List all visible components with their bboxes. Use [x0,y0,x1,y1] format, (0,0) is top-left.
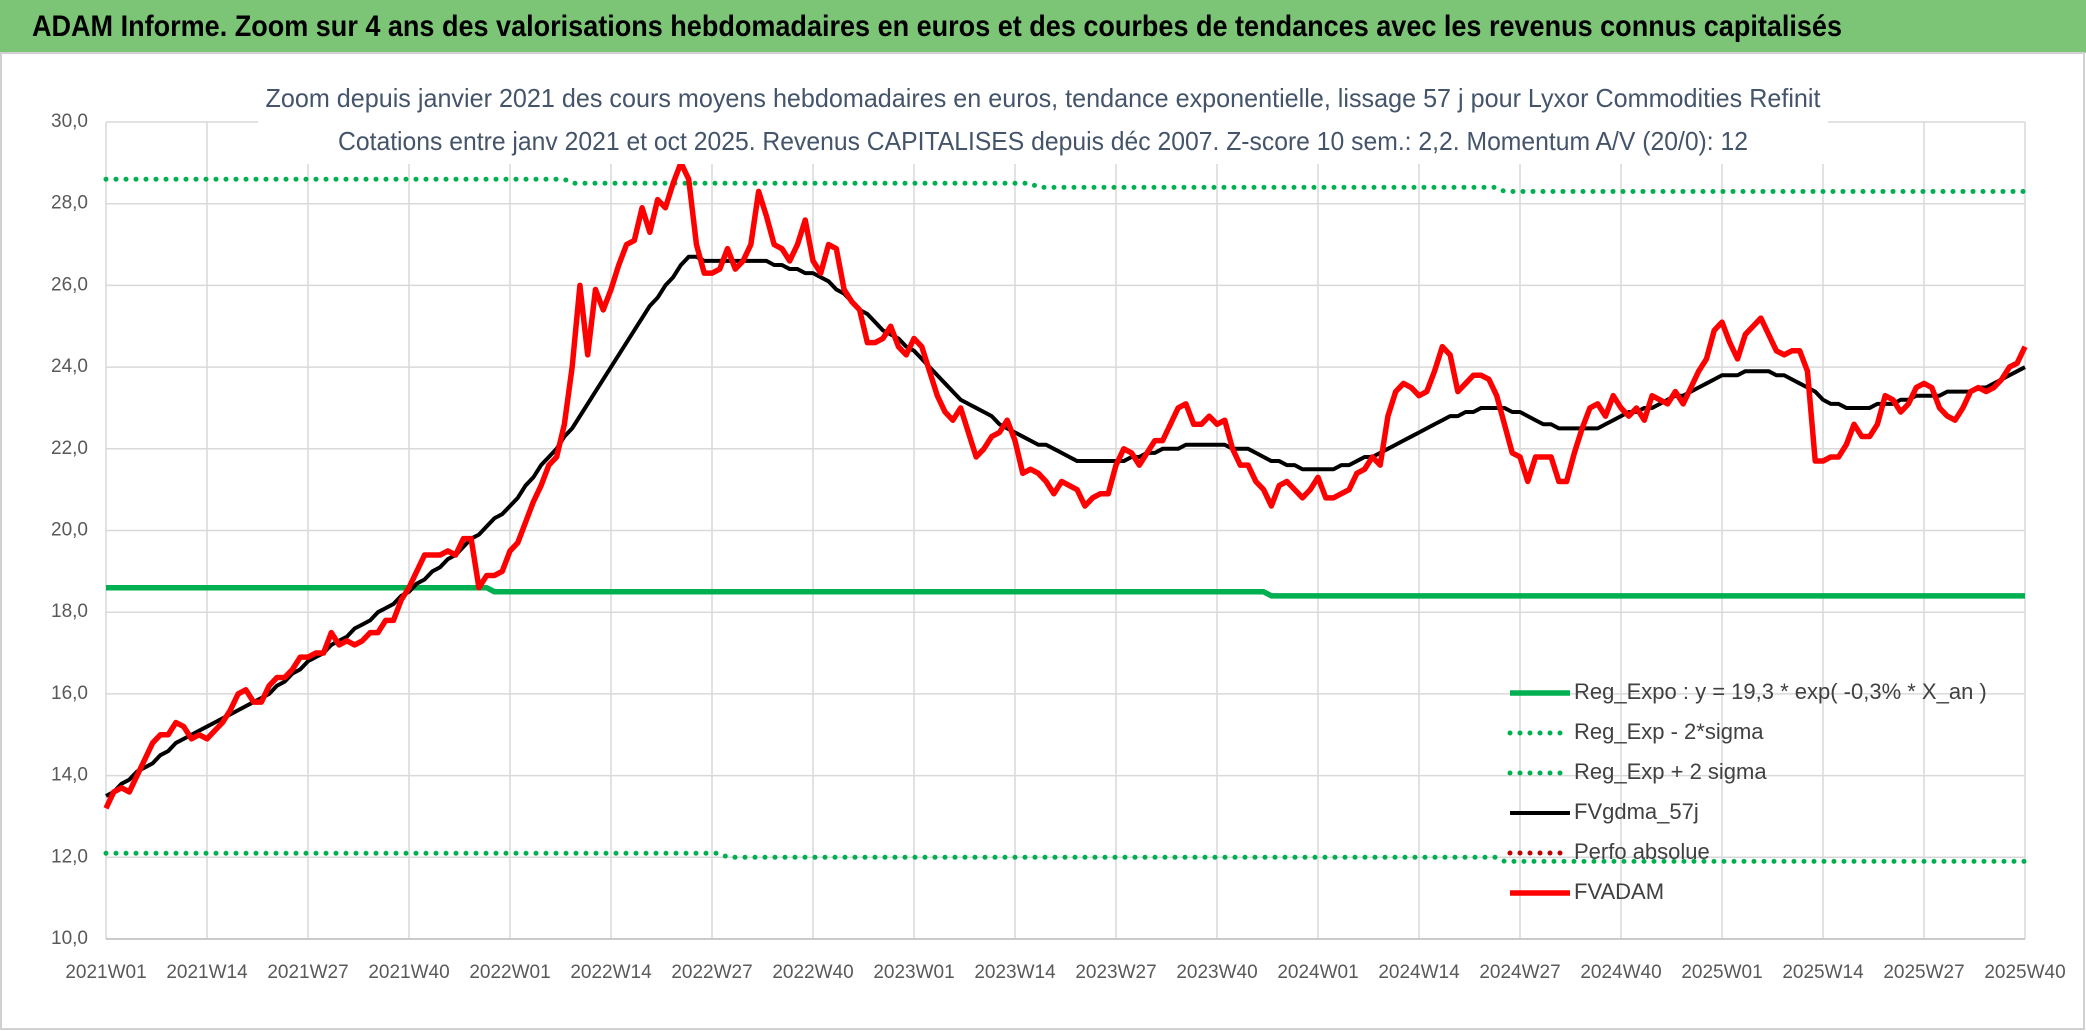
subtitle: Cotations entre janv 2021 et oct 2025. R… [338,126,1748,156]
y-tick-label: 14,0 [51,765,88,786]
subtitle: Zoom depuis janvier 2021 des cours moyen… [266,83,1822,113]
legend-label: FVADAM [1574,879,1664,904]
series-line [106,584,2025,599]
series-line [103,850,2028,864]
y-tick-label: 20,0 [51,520,88,541]
x-tick-label: 2022W01 [469,962,550,983]
x-tick-label: 2023W01 [873,962,954,983]
x-tick-label: 2021W40 [368,962,449,983]
chart-title: ADAM Informe. Zoom sur 4 ans des valoris… [32,10,1842,43]
legend-label: FVgdma_57j [1574,799,1699,824]
chart-frame [0,52,2085,1030]
x-tick-label: 2024W14 [1378,962,1460,983]
legend-label: Reg_Expo : y = 19,3 * exp( -0,3% * X_an … [1574,679,1987,704]
x-tick-label: 2024W40 [1580,962,1661,983]
y-tick-label: 18,0 [51,601,88,622]
x-tick-label: 2022W14 [570,962,652,983]
x-tick-label: 2022W40 [772,962,853,983]
y-tick-label: 16,0 [51,683,88,704]
y-tick-label: 10,0 [51,928,88,949]
x-tick-label: 2021W27 [267,962,348,983]
x-tick-label: 2025W40 [1984,962,2065,983]
y-tick-label: 26,0 [51,274,88,295]
header-bar [0,0,2086,53]
plot-area: 10,0 12,0 14,0 16,0 18,0 20,0 22,0 24,0 26,0 28,0… [51,111,2066,983]
x-tick-label: 2024W01 [1277,962,1358,983]
x-tick-label: 2023W14 [974,962,1056,983]
series-line [103,160,2028,810]
x-tick-label: 2023W27 [1075,962,1156,983]
y-tick-label: 24,0 [51,356,88,377]
y-tick-label: 30,0 [51,111,88,132]
subtitle-background [258,80,1828,164]
legend: Reg_Expo : y = 19,3 * exp( -0,3% * X_an … [1507,679,1987,904]
x-tick-label: 2021W01 [65,962,146,983]
y-tick-label: 12,0 [51,846,88,867]
legend-label: Perfo absolue [1574,839,1710,864]
legend-label: Reg_Exp + 2 sigma [1574,759,1767,784]
x-tick-label: 2025W01 [1681,962,1762,983]
x-tick-label: 2021W14 [166,962,248,983]
y-tick-label: 22,0 [51,438,88,459]
series-line [105,254,2026,798]
x-tick-label: 2023W40 [1176,962,1257,983]
legend-label: Reg_Exp - 2*sigma [1574,719,1764,744]
x-tick-label: 2022W27 [671,962,752,983]
x-tick-label: 2025W27 [1883,962,1964,983]
y-tick-label: 28,0 [51,193,88,214]
series-line [103,176,2028,194]
x-tick-label: 2024W27 [1479,962,1560,983]
x-tick-label: 2025W14 [1782,962,1864,983]
